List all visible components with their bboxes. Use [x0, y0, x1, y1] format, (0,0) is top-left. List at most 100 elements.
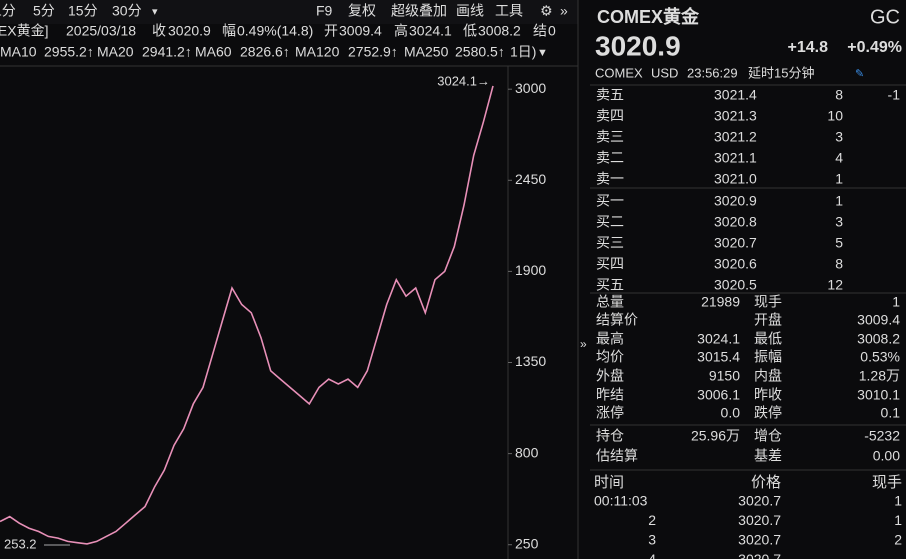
quote-code: GC [870, 6, 900, 28]
stat-value: 0.0 [721, 405, 741, 421]
book-volume: 1 [835, 171, 843, 187]
tick-price: 3020.7 [738, 551, 781, 559]
info-close-label: 收 [152, 23, 166, 39]
book-label: 卖五 [596, 87, 624, 103]
info-high-label: 高 [394, 23, 408, 39]
stat-value: 9150 [709, 368, 740, 384]
tick-time: 00:11:03 [594, 493, 648, 509]
book-volume: 3 [835, 129, 843, 145]
book-price: 3020.8 [714, 214, 757, 230]
dropdown[interactable]: ▾ [152, 6, 158, 18]
stat-value: 0.00 [873, 448, 900, 464]
ma-name: MA120 [295, 44, 340, 60]
quote-currency: USD [651, 65, 678, 80]
book-label: 买五 [596, 277, 624, 293]
book-volume: 10 [827, 108, 843, 124]
stat-value: 3009.4 [857, 312, 900, 328]
ma-value: 2941.2↑ [142, 44, 192, 60]
stat-label: 估结算 [596, 448, 638, 464]
period-button[interactable]: 5分 [33, 3, 55, 19]
ma-period[interactable]: 1日) [510, 44, 536, 60]
stat-label: 增仓 [754, 428, 782, 444]
quote-delay: 延时15分钟 [748, 65, 814, 80]
book-volume: 12 [827, 277, 843, 293]
stat-value: 3024.1 [697, 331, 740, 347]
collapse-icon[interactable]: » [560, 3, 568, 19]
tick-time: 2 [648, 512, 656, 528]
info-settle-label: 结 [533, 23, 547, 39]
quote-change: +14.8 [788, 39, 829, 56]
max-label: 3024.1→ [437, 73, 490, 88]
book-price: 3021.2 [714, 129, 757, 145]
info-low: 3008.2 [478, 23, 521, 39]
stat-value: 25.96万 [691, 428, 740, 444]
settings-icon[interactable]: ⚙ [540, 3, 553, 19]
book-volume: 3 [835, 214, 843, 230]
quote-name: COMEX黄金 [597, 6, 700, 27]
y-tick-label: 2450 [515, 171, 546, 187]
book-volume: 4 [835, 150, 843, 166]
stat-value: 0.1 [881, 405, 901, 421]
book-label: 买三 [596, 235, 624, 251]
stat-label: 结算价 [596, 312, 638, 328]
book-volume: 8 [835, 256, 843, 272]
stat-value: 3015.4 [697, 349, 740, 365]
edit-icon[interactable]: ✎ [855, 68, 864, 80]
ma-name: MA10 [0, 44, 37, 60]
dropdown[interactable]: ▼ [537, 47, 548, 59]
period-button[interactable]: 15分 [68, 3, 98, 19]
book-label: 卖三 [596, 129, 624, 145]
tick-price: 3020.7 [738, 493, 781, 509]
stat-value: 3006.1 [697, 387, 740, 403]
book-price: 3020.9 [714, 193, 757, 209]
expand-icon[interactable]: » [580, 337, 587, 351]
tick-price: 3020.7 [738, 512, 781, 528]
tool-button[interactable]: 复权 [348, 3, 376, 19]
book-volume: 1 [835, 193, 843, 209]
book-label: 卖二 [596, 150, 624, 166]
ma-value: 2826.6↑ [240, 44, 290, 60]
stat-value: 1 [892, 294, 900, 310]
book-price: 3021.0 [714, 171, 757, 187]
stat-label: 涨停 [596, 405, 624, 421]
stat-value: -5232 [864, 428, 900, 444]
stat-label: 持仓 [596, 428, 624, 444]
tool-button[interactable]: 画线 [456, 3, 484, 19]
stat-value: 3010.1 [857, 387, 900, 403]
tool-button[interactable]: 超级叠加 [391, 3, 447, 19]
info-open: 3009.4 [339, 23, 382, 39]
quote-time: 23:56:29 [687, 65, 738, 80]
info-settle: 0 [548, 23, 556, 39]
ticks-header: 时间 [594, 474, 624, 491]
stat-label: 内盘 [754, 368, 782, 384]
y-tick-label: 250 [515, 535, 539, 551]
period-button[interactable]: 30分 [112, 3, 142, 19]
min-label: 253.2 [4, 536, 37, 551]
y-tick-label: 3000 [515, 80, 546, 96]
book-price: 3021.3 [714, 108, 757, 124]
period-button[interactable]: 1分 [0, 3, 16, 19]
stat-value: 3008.2 [857, 331, 900, 347]
info-low-label: 低 [463, 23, 477, 39]
book-volume: 5 [835, 235, 843, 251]
tick-price: 3020.7 [738, 532, 781, 548]
stat-label: 外盘 [596, 368, 624, 384]
tool-button[interactable]: 工具 [495, 3, 523, 19]
book-label: 买四 [596, 256, 624, 272]
book-delta: -1 [888, 87, 901, 103]
ma-value: 2955.2↑ [44, 44, 94, 60]
ma-name: MA60 [195, 44, 232, 60]
stat-label: 昨收 [754, 387, 782, 403]
book-label: 买一 [596, 193, 624, 209]
quote-price: 3020.9 [595, 30, 681, 61]
book-price: 3021.1 [714, 150, 757, 166]
info-open-label: 开 [324, 23, 338, 39]
stat-label: 均价 [596, 349, 624, 365]
book-price: 3020.7 [714, 235, 757, 251]
tool-button[interactable]: F9 [316, 3, 333, 19]
stat-value: 21989 [701, 294, 740, 310]
tick-time: 4 [648, 551, 656, 559]
info-change-label: 幅 [222, 23, 236, 39]
stat-label: 现手 [754, 294, 782, 310]
